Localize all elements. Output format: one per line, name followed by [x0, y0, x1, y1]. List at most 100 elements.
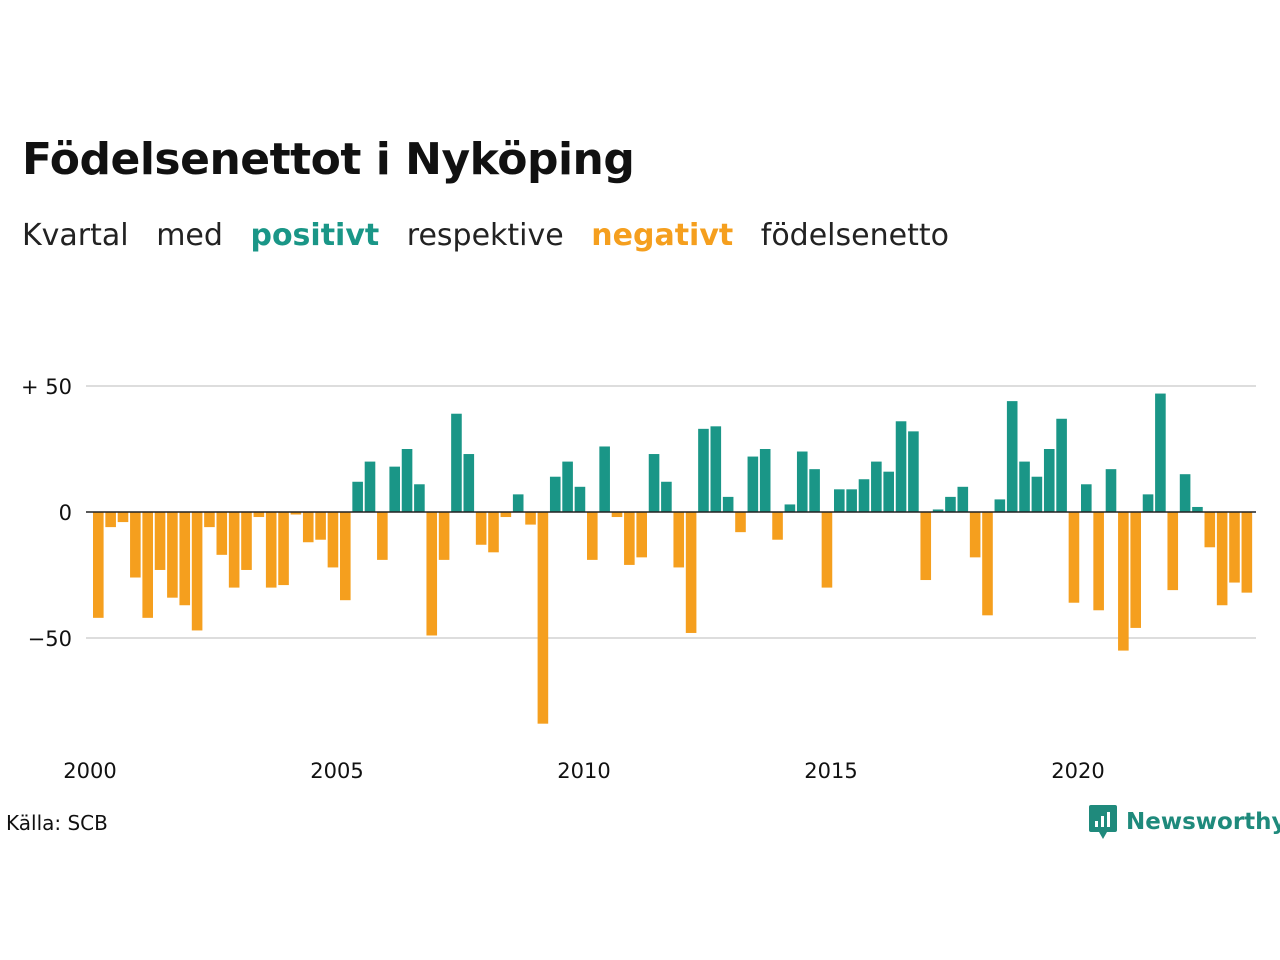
x-tick-label: 2000: [63, 759, 116, 783]
bar-positive: [648, 454, 660, 512]
bar-positive: [1019, 461, 1030, 512]
bar-negative: [130, 512, 141, 578]
bar-negative: [500, 512, 512, 518]
bar-positive: [1105, 469, 1117, 512]
bar-positive: [784, 504, 796, 512]
bar-negative: [117, 512, 129, 523]
bar-positive: [389, 466, 400, 512]
x-tick-label: 2015: [804, 759, 857, 783]
y-tick-label: + 50: [21, 375, 72, 399]
y-tick-label: 0: [59, 501, 72, 525]
bar-positive: [809, 469, 820, 512]
bar-positive: [994, 499, 1006, 512]
bar-negative: [154, 512, 166, 570]
bar-negative: [1216, 512, 1228, 606]
bar-negative: [377, 512, 388, 560]
bar-negative: [1241, 512, 1253, 593]
bar-positive: [414, 484, 425, 512]
bar-positive: [1081, 484, 1092, 512]
bar-positive: [661, 481, 672, 512]
bar-negative: [772, 512, 783, 540]
bar-negative: [1130, 512, 1141, 628]
bar-negative: [525, 512, 536, 525]
subtitle-text-med: med: [156, 218, 223, 253]
bar-negative: [611, 512, 623, 518]
bar-negative: [179, 512, 191, 606]
bar-negative: [438, 512, 450, 560]
bar-negative: [821, 512, 833, 588]
bar-negative: [920, 512, 932, 581]
bar-negative: [191, 512, 203, 631]
bar-negative: [488, 512, 499, 553]
bar-negative: [1093, 512, 1104, 611]
bar-negative: [969, 512, 981, 558]
brand-name: Newsworthy: [1126, 809, 1280, 835]
bar-positive: [562, 461, 573, 512]
bar-positive: [710, 426, 722, 512]
bar-positive: [364, 461, 376, 512]
bar-positive: [1043, 449, 1055, 512]
bar-positive: [549, 476, 561, 512]
bar-negative: [587, 512, 598, 560]
subtitle-positive-label: positivt: [250, 218, 380, 253]
bar-negative: [685, 512, 697, 633]
bar-negative: [302, 512, 314, 543]
bar-positive: [908, 431, 919, 512]
bar-positive: [512, 494, 524, 512]
bar-positive: [957, 486, 969, 512]
bar-negative: [216, 512, 228, 555]
bar-negative: [1229, 512, 1240, 583]
bar-positive: [1031, 476, 1043, 512]
bar-positive: [945, 496, 956, 512]
bar-negative: [253, 512, 265, 518]
bar-negative: [105, 512, 116, 528]
bar-negative: [142, 512, 153, 618]
bar-positive: [834, 489, 845, 512]
bar-negative: [241, 512, 252, 570]
bar-positive: [463, 454, 475, 512]
subtitle-text-kvartal: Kvartal: [22, 218, 129, 253]
bar-negative: [290, 512, 302, 515]
bar-positive: [1056, 418, 1067, 512]
bar-negative: [636, 512, 647, 558]
bar-negative: [673, 512, 685, 568]
x-tick-label: 2005: [310, 759, 363, 783]
bar-negative: [315, 512, 326, 540]
subtitle-text-respektive: respektive: [406, 218, 564, 253]
bar-negative: [426, 512, 438, 636]
y-tick-label: −50: [28, 627, 72, 651]
bar-positive: [858, 479, 870, 512]
bar-positive: [1006, 401, 1018, 512]
bar-positive: [1155, 393, 1166, 512]
bar-positive: [759, 449, 771, 512]
bar-positive: [1192, 506, 1203, 512]
bar-negative: [265, 512, 277, 588]
subtitle-negative-label: negativt: [591, 218, 734, 253]
bar-negative: [624, 512, 635, 565]
bar-negative: [167, 512, 178, 598]
bar-positive: [1179, 474, 1191, 512]
bar-positive: [1142, 494, 1154, 512]
x-tick-label: 2020: [1051, 759, 1104, 783]
bar-positive: [883, 471, 894, 512]
chart-subtitle: Kvartal med positivt respektive negativt…: [22, 218, 967, 253]
newsworthy-logo-icon: [1089, 805, 1117, 839]
bar-negative: [1118, 512, 1129, 651]
subtitle-text-fodelsenetto: födelsenetto: [760, 218, 949, 253]
x-tick-label: 2010: [557, 759, 610, 783]
brand-logo: Newsworthy: [1088, 804, 1280, 840]
bar-positive: [747, 456, 759, 512]
bar-negative: [204, 512, 215, 528]
bar-positive: [871, 461, 882, 512]
bar-negative: [537, 512, 549, 724]
bar-positive: [722, 496, 734, 512]
bar-positive: [932, 509, 944, 512]
bar-negative: [1167, 512, 1179, 591]
bar-negative: [278, 512, 289, 586]
bar-positive: [352, 481, 363, 512]
bar-negative: [735, 512, 746, 533]
bar-positive: [401, 449, 413, 512]
bar-positive: [895, 421, 907, 512]
chart-title: Födelsenettot i Nyköping: [22, 134, 635, 185]
